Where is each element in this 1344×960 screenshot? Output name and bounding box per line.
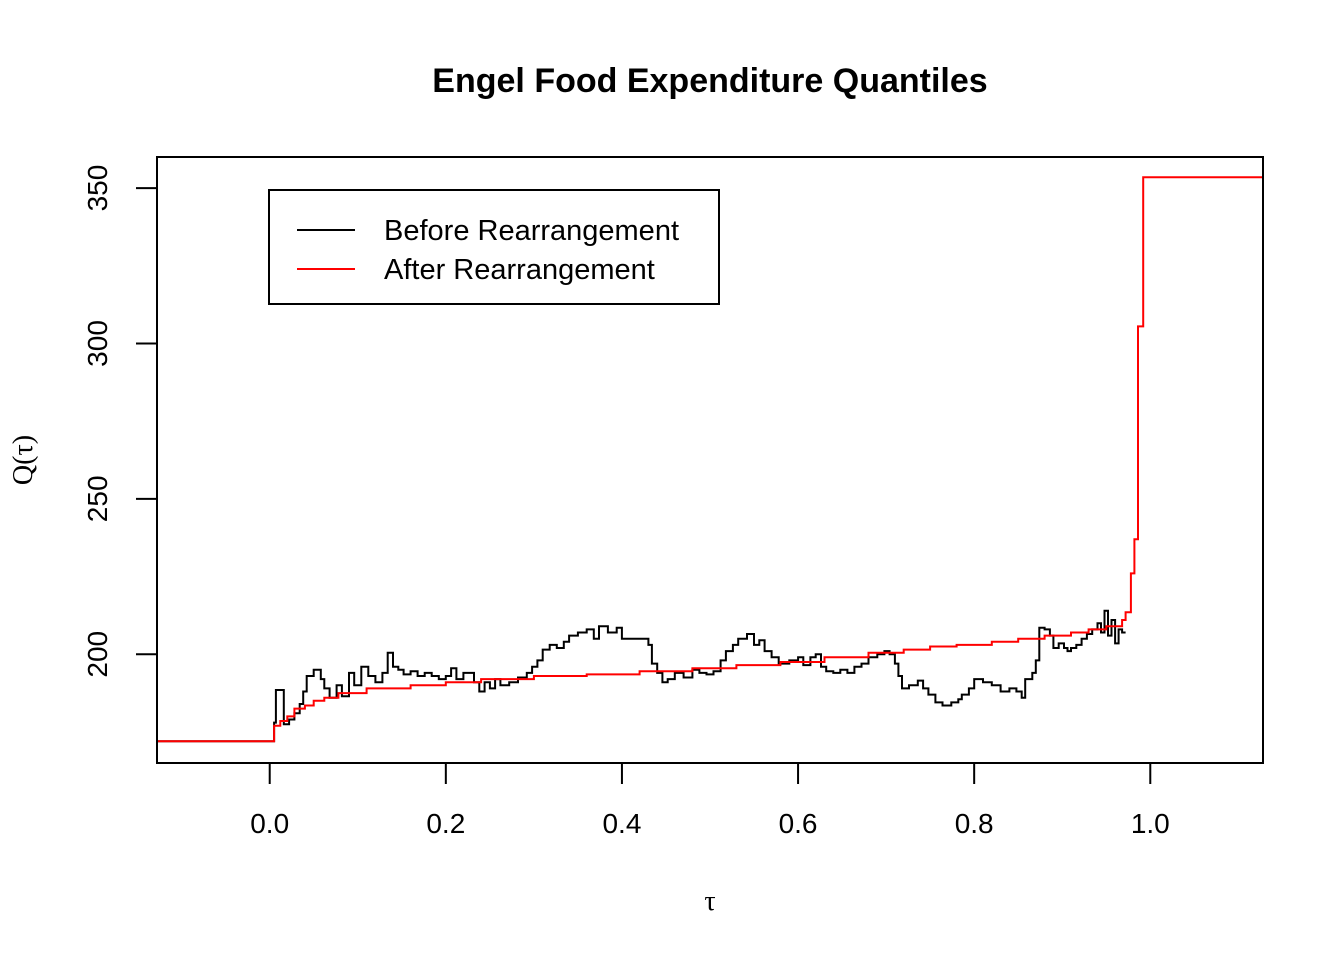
series-layer [157, 176, 1263, 743]
y-tick-label: 250 [82, 475, 113, 522]
y-tick-label: 350 [82, 165, 113, 212]
x-tick-label: 0.8 [955, 808, 994, 839]
y-tick-label: 300 [82, 320, 113, 367]
legend-box [268, 189, 720, 305]
x-tick-label: 1.0 [1131, 808, 1170, 839]
y-tick-label: 200 [82, 631, 113, 678]
x-axis: 0.0 0.2 0.4 0.6 0.8 1.0 [250, 762, 1170, 839]
x-tick-label: 0.0 [250, 808, 289, 839]
x-axis-label: τ [704, 886, 715, 917]
x-tick-label: 0.2 [426, 808, 465, 839]
x-tick-label: 0.6 [779, 808, 818, 839]
y-axis-label: Q(τ) [8, 435, 39, 485]
legend-label-before: Before Rearrangement [384, 215, 679, 247]
legend-label-after: After Rearrangement [384, 254, 655, 286]
legend: Before Rearrangement After Rearrangement [268, 189, 720, 305]
x-tick-label: 0.4 [602, 808, 641, 839]
series-line-before [157, 609, 1126, 743]
chart-title: Engel Food Expenditure Quantiles [432, 62, 987, 100]
series-line-after [157, 176, 1263, 743]
y-axis: 200 250 300 350 [82, 165, 158, 678]
